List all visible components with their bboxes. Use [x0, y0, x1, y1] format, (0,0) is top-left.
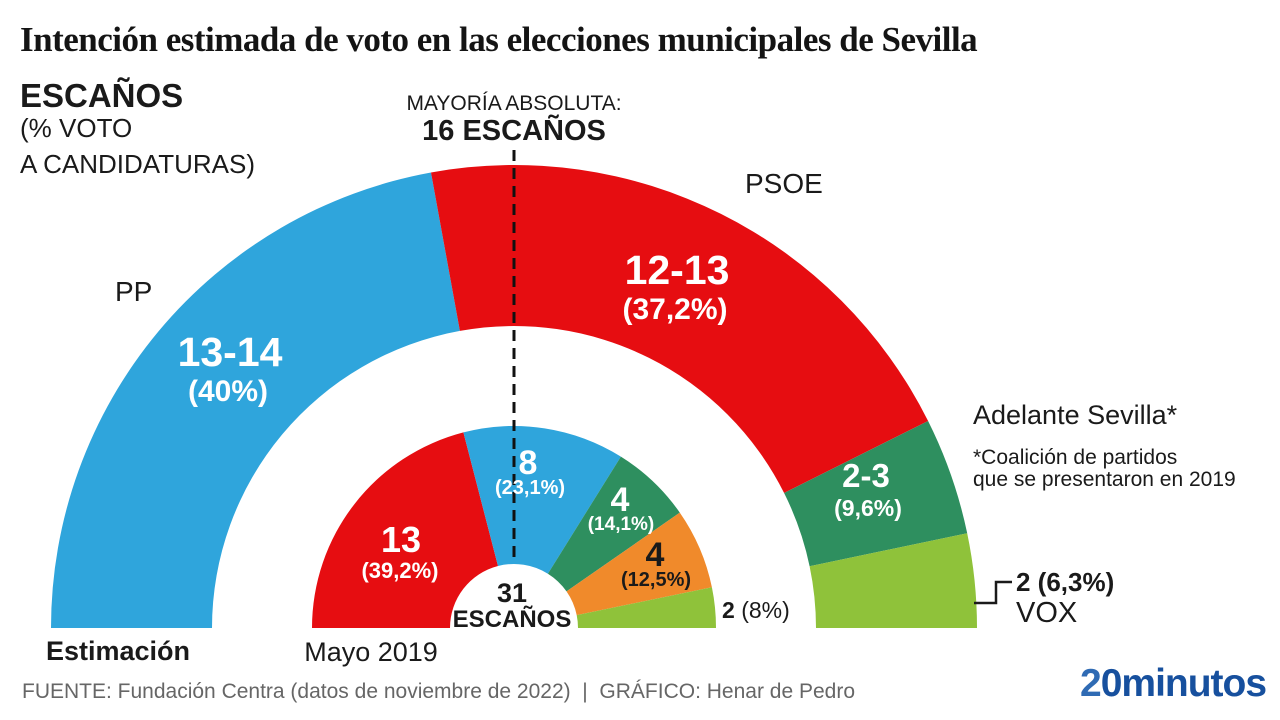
inner-psoe-pct: (39,2%): [361, 558, 439, 583]
majority-value: 16 ESCAÑOS: [422, 115, 606, 147]
outer-psoe-pct: (37,2%): [622, 293, 728, 326]
inner-pp-seats: 8: [518, 444, 538, 482]
vox-callout-value: 2 (6,3%): [1016, 567, 1115, 597]
unit-note-line2: A CANDIDATURAS): [20, 149, 255, 179]
inner-vox-seats: 2: [722, 597, 735, 623]
party-label-psoe: PSOE: [745, 168, 823, 199]
unit-note-line1: (% VOTO: [20, 113, 133, 143]
center-total-value: 31: [496, 578, 528, 608]
party-label-pp: PP: [115, 276, 153, 307]
adelante-title: Adelante Sevilla*: [973, 400, 1178, 430]
center-total-label: ESCAÑOS: [452, 606, 572, 633]
logo-part-0minutos: 0minutos: [1100, 662, 1267, 705]
unit-heading: ESCAÑOS: [20, 77, 184, 114]
vox-callout-line: [974, 580, 1012, 605]
logo-part-2: 2: [1080, 662, 1102, 705]
inner-adelante-pct: (14,1%): [587, 514, 655, 535]
inner-vox-value: 2 (8%): [722, 598, 790, 622]
adelante-note-line1: *Coalición de partidos: [973, 446, 1178, 469]
majority-label: MAYORÍA ABSOLUTA:: [406, 92, 622, 115]
publisher-logo: 20minutos: [1080, 662, 1267, 705]
segment-ring1-1: [463, 425, 621, 574]
segment-ring1-0: [312, 432, 498, 628]
outer-adelante-pct: (9,6%): [834, 495, 902, 521]
inner-pp-pct: (23,1%): [494, 477, 566, 499]
outer-pp-pct: (40%): [187, 375, 269, 408]
segment-ring1-2: [547, 456, 680, 592]
segment-ring0-0-pp: [51, 172, 460, 628]
adelante-note-line2: que se presentaron en 2019: [973, 468, 1236, 491]
outer-psoe-seats: 12-13: [624, 247, 730, 293]
segment-ring1-4: [576, 587, 717, 628]
inner-psoe-seats: 13: [380, 519, 422, 560]
chart-segments: [51, 165, 977, 628]
segment-ring1-3: [566, 512, 712, 616]
page-title: Intención estimada de voto en las elecci…: [20, 20, 978, 59]
inner-vox-pct: (8%): [741, 597, 790, 623]
segment-ring0-2-adelantesevilla: [784, 421, 968, 567]
inner-cs-seats: 4: [645, 536, 665, 574]
source-credits: FUENTE: Fundación Centra (datos de novie…: [22, 680, 856, 703]
inner-cs-pct: (12,5%): [620, 569, 692, 591]
segment-ring0-1-psoe: [431, 165, 929, 493]
outer-adelante-seats: 2-3: [842, 457, 890, 494]
inner-adelante-seats: 4: [610, 481, 630, 519]
inner-ring-label: Mayo 2019: [304, 637, 438, 667]
segment-ring0-3-vox: [809, 533, 977, 628]
outer-pp-seats: 13-14: [177, 329, 283, 375]
outer-ring-label: Estimación: [45, 636, 191, 666]
vox-label: VOX: [1016, 597, 1078, 629]
